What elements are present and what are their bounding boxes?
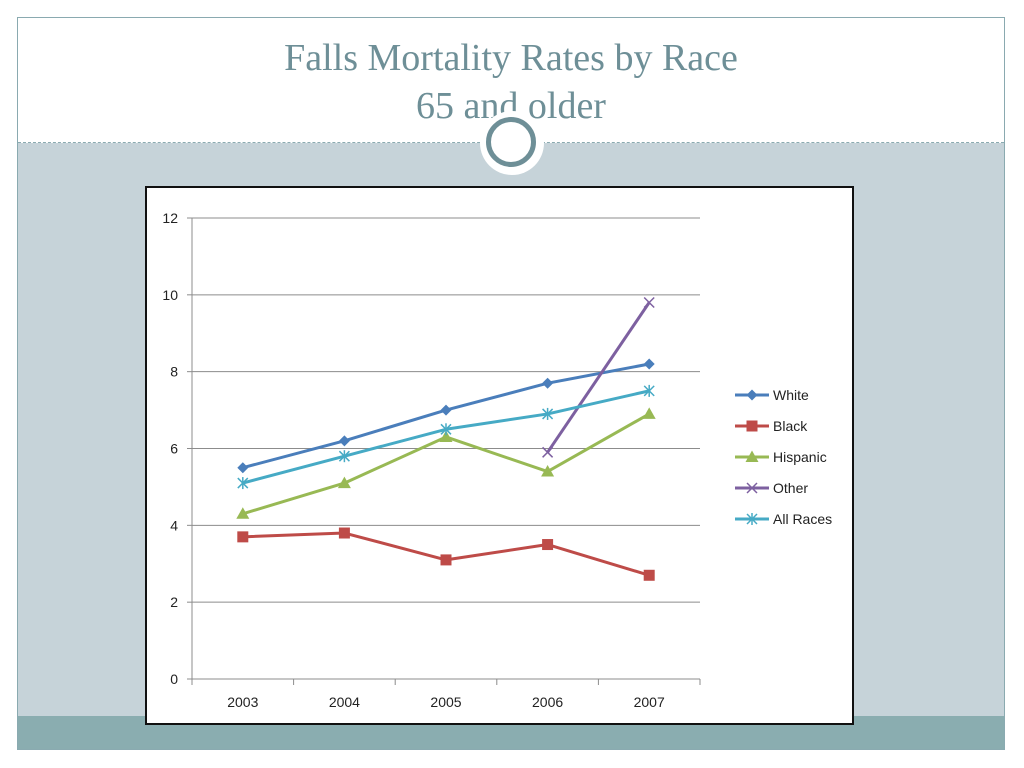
legend: White Black Hispanic Other All Races <box>735 387 832 527</box>
legend-label: All Races <box>773 511 832 527</box>
x-tick-label: 2006 <box>532 694 563 710</box>
legend-marker <box>745 450 759 462</box>
series-line-other <box>546 301 651 454</box>
series-hispanic <box>236 407 656 519</box>
data-point-white <box>542 377 554 389</box>
legend-marker <box>746 482 758 494</box>
series-line-white <box>242 362 650 470</box>
series-other <box>542 296 655 458</box>
data-point-white <box>440 404 452 416</box>
legend-item-hispanic: Hispanic <box>735 449 827 465</box>
legend-label: Black <box>773 418 808 434</box>
data-point-white <box>237 462 249 474</box>
data-point-hispanic <box>337 476 351 489</box>
data-point-all-races <box>338 450 350 463</box>
x-tick-label: 2007 <box>634 694 665 710</box>
legend-item-white: White <box>735 387 809 403</box>
series-line-black <box>242 531 650 577</box>
data-point-all-races <box>440 423 452 436</box>
axes: 0 2 4 6 8 10 12 2003 2004 2005 2006 2007 <box>162 210 701 710</box>
series-lines <box>236 296 656 581</box>
x-tick-label: 2004 <box>329 694 360 710</box>
y-tick-label: 0 <box>170 671 178 687</box>
legend-marker <box>746 420 758 432</box>
legend-item-black: Black <box>735 418 808 434</box>
data-point-other <box>542 446 554 458</box>
data-point-hispanic <box>236 507 250 519</box>
y-tick-label: 6 <box>170 441 178 457</box>
marker-stroke <box>643 296 655 309</box>
title-line-1: Falls Mortality Rates by Race <box>284 37 738 79</box>
data-point-all-races <box>643 384 655 397</box>
data-point-black <box>542 539 554 551</box>
line-chart: 0 2 4 6 8 10 12 2003 2004 2005 2006 2007 White Black… <box>162 210 832 710</box>
data-point-other <box>643 296 655 309</box>
legend-marker <box>746 389 758 401</box>
data-point-black <box>440 554 452 566</box>
legend-marker <box>746 513 758 525</box>
divider-ornament <box>480 111 544 175</box>
chart-container: 0 2 4 6 8 10 12 2003 2004 2005 2006 2007 White Black… <box>145 186 854 725</box>
series-white <box>237 358 655 474</box>
legend-item-all-races: All Races <box>735 511 832 527</box>
legend-label: Other <box>773 480 808 496</box>
x-tick-label: 2005 <box>430 694 461 710</box>
data-point-all-races <box>237 477 249 490</box>
data-point-hispanic <box>541 465 555 477</box>
y-tick-label: 12 <box>162 210 178 226</box>
series-black <box>237 527 655 581</box>
slide-title: Falls Mortality Rates by Race 65 and old… <box>18 34 1004 130</box>
y-tick-label: 8 <box>170 364 178 380</box>
data-point-all-races <box>542 407 554 420</box>
data-point-white <box>338 435 350 447</box>
data-point-black <box>643 569 655 581</box>
marker-stroke <box>542 446 554 458</box>
data-point-hispanic <box>642 407 656 419</box>
ring-icon <box>486 117 536 167</box>
y-tick-label: 10 <box>162 287 178 303</box>
series-all-races <box>237 384 655 490</box>
grid-lines <box>192 217 700 603</box>
data-point-white <box>643 358 655 370</box>
data-point-hispanic <box>439 430 453 442</box>
y-tick-label: 4 <box>170 517 178 533</box>
legend-label: White <box>773 387 809 403</box>
legend-item-other: Other <box>735 480 808 496</box>
legend-label: Hispanic <box>773 449 827 465</box>
marker-stroke <box>746 482 758 494</box>
data-point-black <box>237 531 249 543</box>
x-tick-label: 2003 <box>227 694 258 710</box>
y-tick-label: 2 <box>170 594 178 610</box>
data-point-black <box>338 527 350 539</box>
